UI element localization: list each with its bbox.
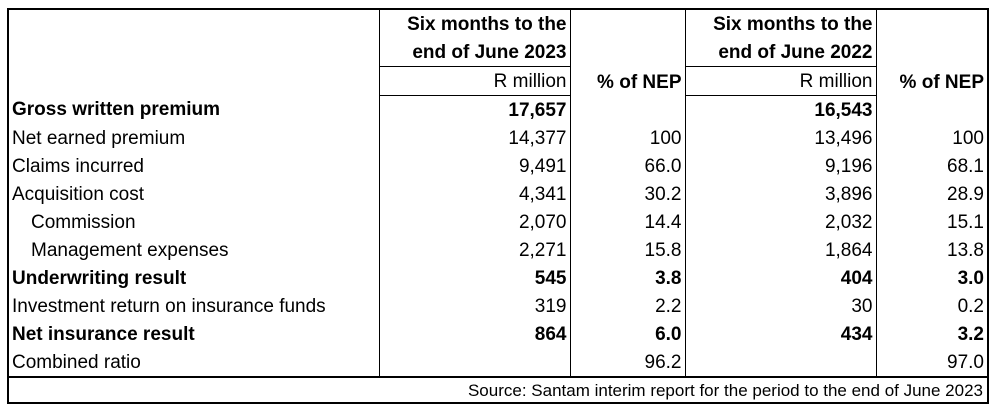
row-label: Claims incurred bbox=[12, 155, 144, 177]
value-2023: 4,341 bbox=[378, 180, 570, 208]
value-2022: 2,032 bbox=[684, 208, 876, 236]
value-2022 bbox=[684, 348, 876, 376]
header-period-2023-line1: Six months to the bbox=[378, 10, 570, 38]
results-table-frame: Six months to the % of NEP Six months to… bbox=[7, 8, 989, 404]
row-label: Underwriting result bbox=[12, 267, 187, 289]
header-period-2022-line2: end of June 2022 bbox=[684, 38, 876, 67]
value-2022: 404 bbox=[684, 264, 876, 292]
value-2022: 9,196 bbox=[684, 152, 876, 180]
value-2023: 864 bbox=[378, 320, 570, 348]
header-pct-2022: % of NEP bbox=[875, 10, 987, 96]
pct-2022: 3.0 bbox=[875, 264, 987, 292]
pct-2023: 6.0 bbox=[569, 320, 685, 348]
pct-2022 bbox=[875, 95, 987, 124]
value-2022: 30 bbox=[684, 292, 876, 320]
table-row: Commission 2,070 14.4 2,032 15.1 bbox=[9, 208, 987, 236]
header-unit-2023: R million bbox=[378, 66, 570, 96]
pct-2023: 14.4 bbox=[569, 208, 685, 236]
value-2023: 17,657 bbox=[378, 95, 570, 124]
pct-2023: 66.0 bbox=[569, 152, 685, 180]
value-2022: 3,896 bbox=[684, 180, 876, 208]
pct-2022: 0.2 bbox=[875, 292, 987, 320]
table-row: Net insurance result 864 6.0 434 3.2 bbox=[9, 320, 987, 348]
value-2023: 9,491 bbox=[378, 152, 570, 180]
pct-2023: 30.2 bbox=[569, 180, 685, 208]
row-label: Combined ratio bbox=[12, 351, 141, 373]
pct-2023: 15.8 bbox=[569, 236, 685, 264]
table-row: Underwriting result 545 3.8 404 3.0 bbox=[9, 264, 987, 292]
value-2022: 16,543 bbox=[684, 95, 876, 124]
pct-2023: 3.8 bbox=[569, 264, 685, 292]
table-row: Acquisition cost 4,341 30.2 3,896 28.9 bbox=[9, 180, 987, 208]
pct-2022: 68.1 bbox=[875, 152, 987, 180]
header-period-2023-line2: end of June 2023 bbox=[378, 38, 570, 67]
value-2023 bbox=[378, 348, 570, 376]
row-label: Commission bbox=[31, 211, 136, 233]
table-row: Investment return on insurance funds 319 2… bbox=[9, 292, 987, 320]
header-unit-2022: R million bbox=[684, 66, 876, 96]
value-2023: 319 bbox=[378, 292, 570, 320]
pct-2022: 3.2 bbox=[875, 320, 987, 348]
value-2023: 14,377 bbox=[378, 124, 570, 152]
pct-2022: 97.0 bbox=[875, 348, 987, 376]
row-label: Acquisition cost bbox=[12, 183, 145, 205]
table-row: Management expenses 2,271 15.8 1,864 13.8 bbox=[9, 236, 987, 264]
table-row: Net earned premium 14,377 100 13,496 100 bbox=[9, 124, 987, 152]
value-2022: 434 bbox=[684, 320, 876, 348]
header-pct-2023: % of NEP bbox=[569, 10, 685, 96]
value-2023: 2,070 bbox=[378, 208, 570, 236]
table-row: Claims incurred 9,491 66.0 9,196 68.1 bbox=[9, 152, 987, 180]
value-2022: 1,864 bbox=[684, 236, 876, 264]
pct-2023: 96.2 bbox=[569, 348, 685, 376]
row-label: Management expenses bbox=[31, 239, 229, 261]
row-label: Net earned premium bbox=[12, 127, 186, 149]
table-row: Combined ratio 96.2 97.0 bbox=[9, 348, 987, 376]
header-blank bbox=[9, 10, 379, 96]
value-2022: 13,496 bbox=[684, 124, 876, 152]
value-2023: 2,271 bbox=[378, 236, 570, 264]
pct-2022: 28.9 bbox=[875, 180, 987, 208]
row-label: Investment return on insurance funds bbox=[12, 295, 326, 317]
header-period-2022-line1: Six months to the bbox=[684, 10, 876, 38]
pct-2023: 100 bbox=[569, 124, 685, 152]
row-label: Net insurance result bbox=[12, 323, 195, 345]
pct-2022: 13.8 bbox=[875, 236, 987, 264]
row-label: Gross written premium bbox=[12, 99, 220, 121]
source-note: Source: Santam interim report for the pe… bbox=[9, 376, 987, 402]
pct-2022: 100 bbox=[875, 124, 987, 152]
value-2023: 545 bbox=[378, 264, 570, 292]
pct-2023: 2.2 bbox=[569, 292, 685, 320]
pct-2023 bbox=[569, 95, 685, 124]
underwriting-results-table: Six months to the % of NEP Six months to… bbox=[9, 10, 987, 376]
table-row: Gross written premium 17,657 16,543 bbox=[9, 95, 987, 124]
pct-2022: 15.1 bbox=[875, 208, 987, 236]
